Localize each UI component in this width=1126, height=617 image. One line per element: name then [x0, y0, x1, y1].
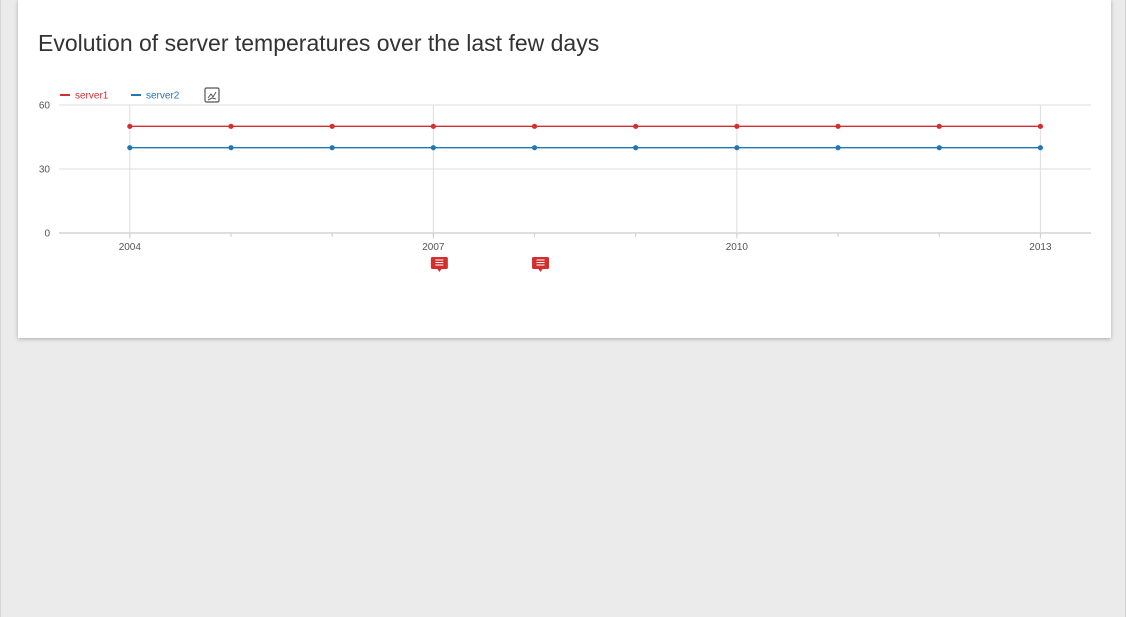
data-point-server2[interactable]: [1037, 145, 1044, 151]
data-point-server1[interactable]: [430, 123, 436, 129]
chart-card: Evolution of server temperatures over th…: [18, 0, 1111, 338]
chart-title: Evolution of server temperatures over th…: [38, 30, 600, 56]
chart-svg: 0 30 60 2004 2007 2010 2013 server1 server2: [39, 87, 1091, 272]
y-tick-label: 0: [44, 229, 50, 240]
chart-toggle-icon[interactable]: [204, 87, 220, 103]
x-tick-label: 2007: [422, 242, 445, 253]
data-point-server2[interactable]: [531, 145, 538, 151]
data-point-server1[interactable]: [936, 123, 942, 129]
data-point-server2[interactable]: [228, 145, 234, 151]
data-point-server2[interactable]: [633, 145, 639, 151]
chart-toggle-icon-line: [207, 97, 217, 101]
data-point-server2[interactable]: [936, 145, 942, 151]
data-point-server2[interactable]: [430, 145, 436, 151]
x-tick-label: 2010: [726, 242, 749, 253]
y-tick-label: 60: [39, 101, 51, 112]
data-point-server1[interactable]: [531, 123, 538, 129]
legend-item-server2[interactable]: server2: [146, 91, 180, 102]
x-tick-label: 2013: [1029, 242, 1052, 253]
data-point-server2[interactable]: [127, 145, 133, 151]
data-point-server2[interactable]: [329, 145, 335, 151]
y-tick-label: 30: [39, 165, 51, 176]
data-point-server1[interactable]: [1037, 123, 1044, 129]
chart-toggle-icon-line: [207, 91, 217, 99]
page-left-edge: [0, 0, 1, 617]
data-point-server2[interactable]: [835, 145, 841, 151]
x-tick-label: 2004: [119, 242, 142, 253]
data-point-server1[interactable]: [734, 123, 740, 129]
data-point-server1[interactable]: [228, 123, 234, 129]
legend-item-server1[interactable]: server1: [75, 91, 109, 102]
data-point-server1[interactable]: [127, 123, 133, 129]
data-point-server1[interactable]: [835, 123, 841, 129]
data-point-server1[interactable]: [329, 123, 335, 129]
data-point-server2[interactable]: [734, 145, 740, 151]
data-point-server1[interactable]: [633, 123, 639, 129]
